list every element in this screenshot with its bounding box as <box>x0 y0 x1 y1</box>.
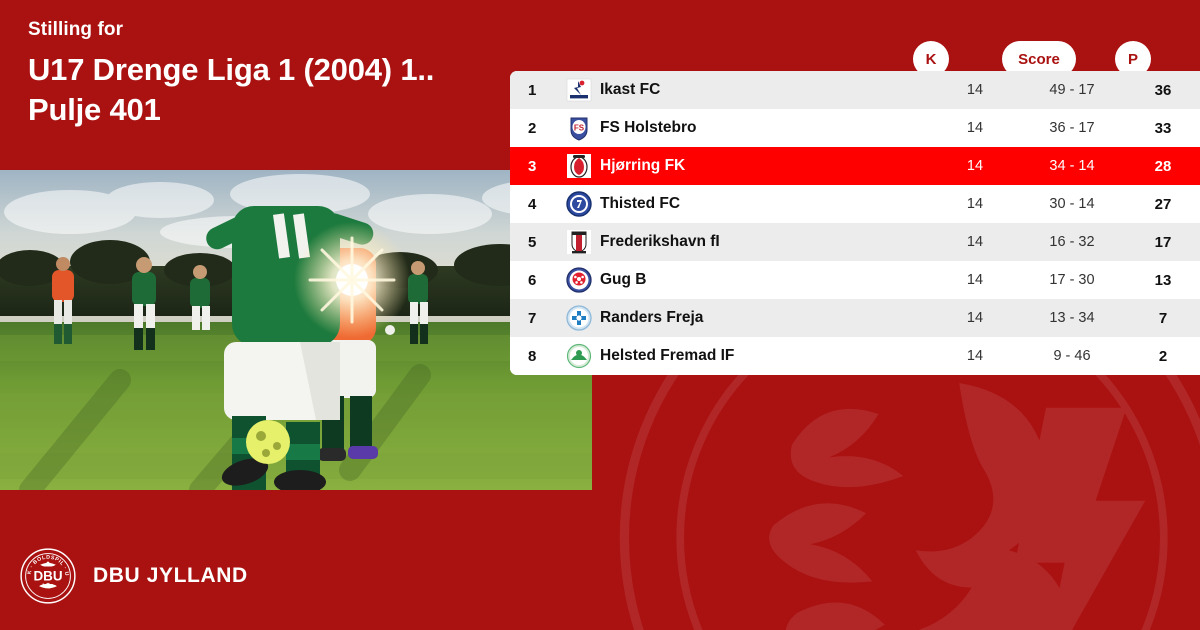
row-team-name: Ikast FC <box>600 81 661 98</box>
table-row[interactable]: 4 Thisted FC 14 30 - 14 27 <box>510 185 1200 223</box>
row-matches: 14 <box>966 310 984 326</box>
row-points: 28 <box>1154 157 1172 175</box>
page-title-line-2: Pulje 401 <box>28 92 161 127</box>
row-position: 8 <box>528 347 537 365</box>
frederikshavn-fi-crest-icon <box>558 228 600 256</box>
page-title-line-1: U17 Drenge Liga 1 (2004) 1.. <box>28 52 435 87</box>
header-block: Stilling for U17 Drenge Liga 1 (2004) 1.… <box>28 18 548 130</box>
table-row[interactable]: 5 Frederikshavn fI 14 16 - 32 17 <box>510 223 1200 261</box>
randers-freja-crest-icon <box>558 304 600 332</box>
row-position: 7 <box>528 309 537 327</box>
row-goals: 16 - 32 <box>1049 234 1095 250</box>
table-row[interactable]: 2 FS FS Holstebro 14 36 - 17 33 <box>510 109 1200 147</box>
footer-label: DBU JYLLAND <box>93 564 248 587</box>
eyebrow-label: Stilling for <box>28 19 124 40</box>
table-row-highlighted[interactable]: 3 Hjørring FK 14 34 - 14 28 <box>510 147 1200 185</box>
thisted-fc-crest-icon <box>558 190 600 218</box>
row-points: 33 <box>1154 119 1172 137</box>
gug-b-crest-icon <box>558 266 600 294</box>
football-match-photo <box>0 170 592 490</box>
row-team-name: Thisted FC <box>600 195 681 212</box>
row-position: 1 <box>528 81 537 99</box>
table-row[interactable]: 1 Ikast FC 14 49 - 17 36 <box>510 71 1200 109</box>
row-points: 2 <box>1158 347 1168 365</box>
row-goals: 36 - 17 <box>1049 120 1095 136</box>
row-matches: 14 <box>966 120 984 136</box>
svg-text:FS: FS <box>574 124 585 133</box>
helsted-fremad-if-crest-icon <box>558 342 600 370</box>
row-team-name: FS Holstebro <box>600 119 697 136</box>
dbu-logo: DANSK · BOLDSPIL · UNION 1889 DBU <box>20 548 76 604</box>
fs-holstebro-crest-icon: FS <box>558 114 600 142</box>
row-team-name: Helsted Fremad IF <box>600 347 735 364</box>
row-team-name: Randers Freja <box>600 309 704 326</box>
row-matches: 14 <box>966 196 984 212</box>
row-matches: 14 <box>966 158 984 174</box>
hjoerring-fk-crest-icon <box>558 152 600 180</box>
row-matches: 14 <box>966 82 984 98</box>
row-points: 7 <box>1158 309 1168 327</box>
row-position: 3 <box>528 157 537 175</box>
row-matches: 14 <box>966 272 984 288</box>
row-goals: 13 - 34 <box>1049 310 1095 326</box>
table-row[interactable]: 6 Gug B 14 17 - 30 <box>510 261 1200 299</box>
row-goals: 30 - 14 <box>1049 196 1095 212</box>
row-goals: 49 - 17 <box>1049 82 1095 98</box>
row-team-name: Frederikshavn fI <box>600 233 720 250</box>
row-matches: 14 <box>966 234 984 250</box>
table-row[interactable]: 7 Randers Freja 14 13 - 34 7 <box>510 299 1200 337</box>
table-row[interactable]: 8 Helsted Fremad IF 14 9 - 46 2 <box>510 337 1200 375</box>
page-title: U17 Drenge Liga 1 (2004) 1.. Pulje 401 <box>28 50 548 130</box>
row-points: 13 <box>1154 271 1172 289</box>
row-team-name: Gug B <box>600 271 647 288</box>
ikast-fc-crest-icon <box>558 76 600 104</box>
row-points: 17 <box>1154 233 1172 251</box>
row-team-name: Hjørring FK <box>600 157 686 174</box>
svg-text:DBU: DBU <box>33 568 62 583</box>
footer-block: DANSK · BOLDSPIL · UNION 1889 DBU DBU JY… <box>20 548 248 604</box>
row-position: 2 <box>528 119 537 137</box>
row-points: 36 <box>1154 81 1172 99</box>
standings-table: 1 Ikast FC 14 49 - 17 36 2 FS <box>510 71 1200 375</box>
row-position: 4 <box>528 195 537 213</box>
row-position: 6 <box>528 271 537 289</box>
row-points: 27 <box>1154 195 1172 213</box>
row-goals: 34 - 14 <box>1049 158 1095 174</box>
row-position: 5 <box>528 233 537 251</box>
row-goals: 9 - 46 <box>1053 348 1091 364</box>
row-goals: 17 - 30 <box>1049 272 1095 288</box>
row-matches: 14 <box>966 348 984 364</box>
